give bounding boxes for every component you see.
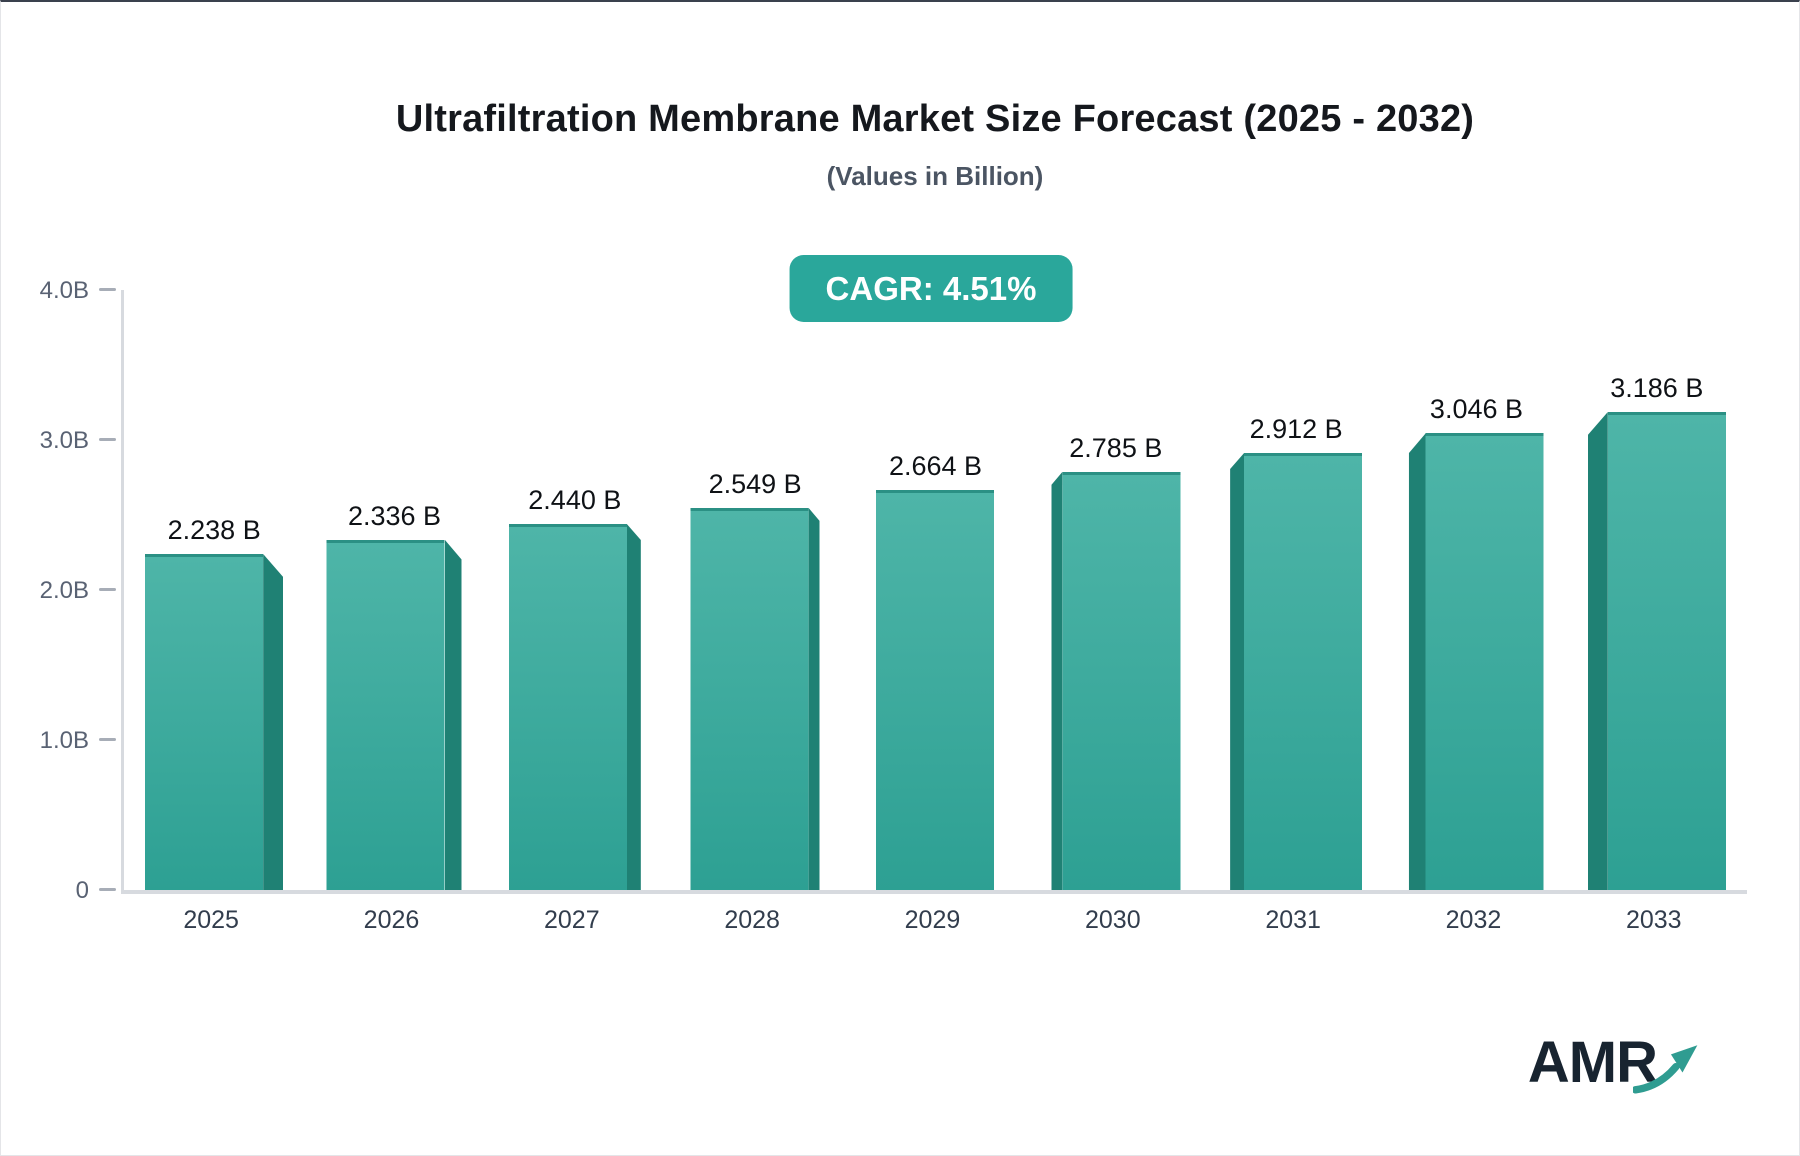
- chart-header: Ultrafiltration Membrane Market Size For…: [71, 98, 1799, 192]
- bar-value-label: 2.785 B: [1069, 433, 1163, 463]
- bar-2028: [690, 508, 820, 890]
- amr-logo: AMR: [1528, 1034, 1699, 1100]
- bar-2031: [1230, 453, 1363, 890]
- x-axis-labels: 2025 2026 2027 2028 2029 2030 2031 2032 2033: [121, 906, 1744, 935]
- y-tick-label: 2.0B: [39, 577, 89, 604]
- x-tick-label: 2030: [1084, 906, 1141, 934]
- bar-slot-2031: 2.912 B: [1206, 290, 1386, 890]
- y-tick-mark: [99, 588, 116, 591]
- bar-2026: [326, 540, 462, 890]
- bar-value-label: 2.238 B: [167, 515, 261, 545]
- bar-value-label: 2.440 B: [528, 485, 622, 515]
- y-tick-label: 0: [75, 877, 89, 904]
- amr-logo-text: AMR: [1527, 1030, 1658, 1095]
- bar-slot-2033: 3.186 B: [1567, 290, 1747, 890]
- x-tick-label: 2028: [724, 906, 780, 934]
- x-tick-label: 2026: [363, 906, 420, 934]
- bar-side-face: [1408, 433, 1426, 890]
- bar-front-face: [1244, 453, 1363, 890]
- bar-slot-2025: 2.238 B: [124, 290, 304, 890]
- bar-slot-2029: 2.664 B: [845, 290, 1025, 890]
- bar-2027: [508, 524, 641, 890]
- bar-2025: [145, 554, 284, 890]
- chart-title: Ultrafiltration Membrane Market Size For…: [395, 98, 1475, 140]
- bar-front-face: [145, 554, 264, 890]
- y-tick-label: 4.0B: [39, 277, 89, 304]
- bar-2029: [876, 490, 995, 890]
- cagr-badge: CAGR: 4.51%: [789, 255, 1073, 322]
- bar-2032: [1408, 433, 1544, 890]
- chart-subtitle: (Values in Billion): [826, 161, 1044, 191]
- bar-side-face: [263, 554, 284, 890]
- bar-side-face: [1051, 472, 1063, 890]
- bar-value-label: 2.549 B: [708, 469, 802, 499]
- growth-arrow-icon: [1633, 1045, 1698, 1094]
- bar-value-label: 3.186 B: [1610, 373, 1704, 403]
- bar-side-face: [626, 524, 641, 890]
- bar-slot-2028: 2.549 B: [665, 290, 845, 890]
- bar-value-label: 2.664 B: [888, 451, 983, 481]
- bar-side-face: [808, 508, 820, 890]
- x-tick-label: 2031: [1265, 906, 1321, 934]
- y-tick-mark: [99, 738, 116, 741]
- bar-2030: [1051, 472, 1181, 890]
- x-tick-label: 2033: [1625, 906, 1682, 934]
- y-tick-mark: [99, 438, 116, 441]
- bar-front-face: [1425, 433, 1544, 890]
- bar-value-label: 3.046 B: [1429, 394, 1523, 424]
- x-tick-label: 2025: [183, 906, 239, 934]
- bar-value-label: 2.912 B: [1249, 414, 1343, 444]
- bar-value-label: 2.336 B: [347, 501, 442, 531]
- bar-side-face: [444, 540, 462, 890]
- bar-front-face: [326, 540, 445, 890]
- bar-side-face: [1587, 412, 1608, 890]
- bar-2033: [1587, 412, 1726, 890]
- bar-front-face: [690, 508, 809, 890]
- bar-front-face: [508, 524, 627, 890]
- bar-side-face: [1230, 453, 1245, 890]
- bar-front-face: [1607, 412, 1726, 890]
- y-tick-label: 3.0B: [39, 427, 89, 454]
- bar-front-face: [876, 490, 995, 890]
- bar-chart-plot-area: 2.238 B 2.336 B 2.440 B 2.549 B 2.664 B 2.785…: [121, 290, 1747, 894]
- x-tick-label: 2029: [904, 906, 961, 934]
- y-tick-label: 1.0B: [39, 727, 89, 754]
- y-tick-mark: [99, 288, 116, 291]
- bar-front-face: [1062, 472, 1181, 890]
- bar-slot-2032: 3.046 B: [1386, 290, 1566, 890]
- x-tick-label: 2032: [1445, 906, 1502, 934]
- bar-slot-2030: 2.785 B: [1026, 290, 1206, 890]
- y-tick-mark: [99, 888, 116, 891]
- bar-slot-2027: 2.440 B: [485, 290, 665, 890]
- x-tick-label: 2027: [544, 906, 600, 934]
- bar-slot-2026: 2.336 B: [304, 290, 484, 890]
